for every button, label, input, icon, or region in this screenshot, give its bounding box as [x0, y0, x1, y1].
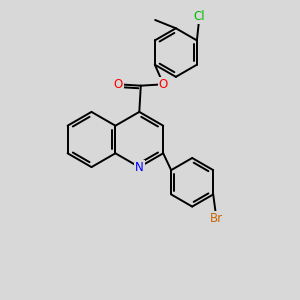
Text: Br: Br: [210, 212, 223, 225]
Text: O: O: [159, 78, 168, 91]
Text: Cl: Cl: [194, 10, 205, 23]
Text: O: O: [113, 78, 123, 91]
Text: N: N: [135, 160, 144, 174]
